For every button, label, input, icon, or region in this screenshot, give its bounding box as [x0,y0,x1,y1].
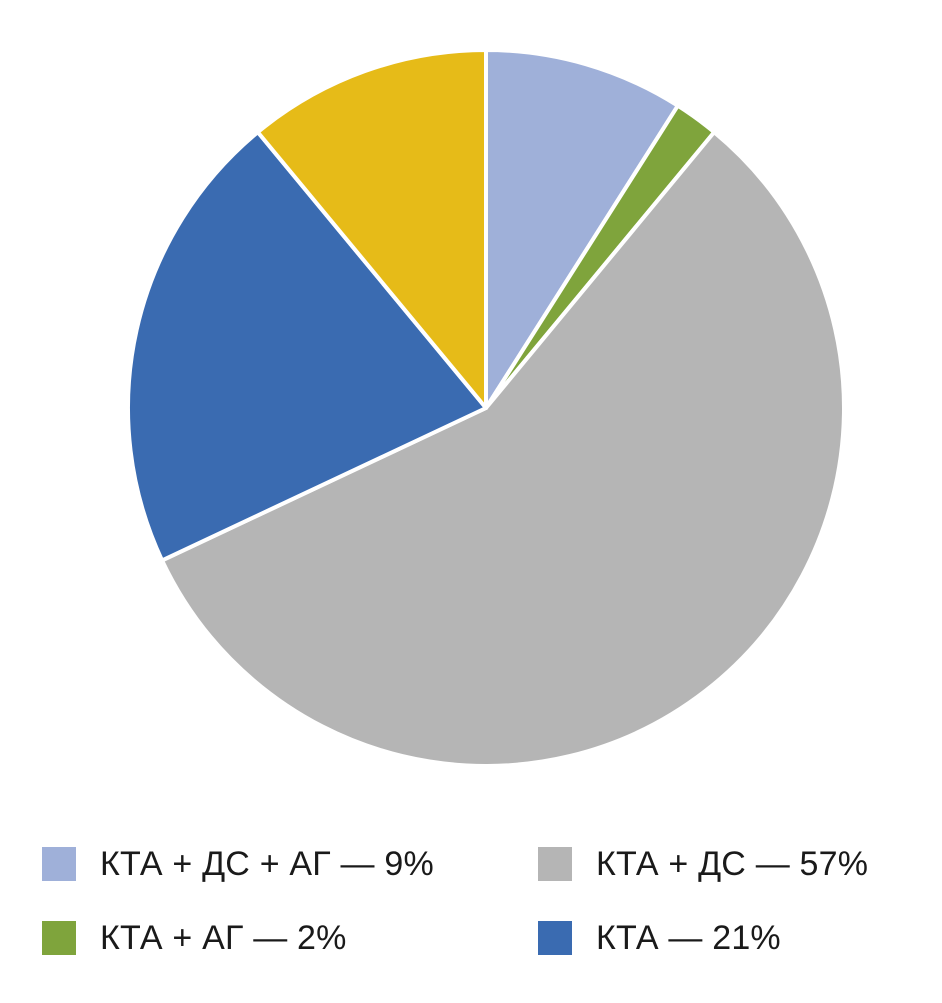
pie-slice-2 [160,130,846,768]
pie-slice-4 [255,48,488,410]
pie-slice-3 [125,130,488,563]
pie-slice-0 [484,48,680,410]
